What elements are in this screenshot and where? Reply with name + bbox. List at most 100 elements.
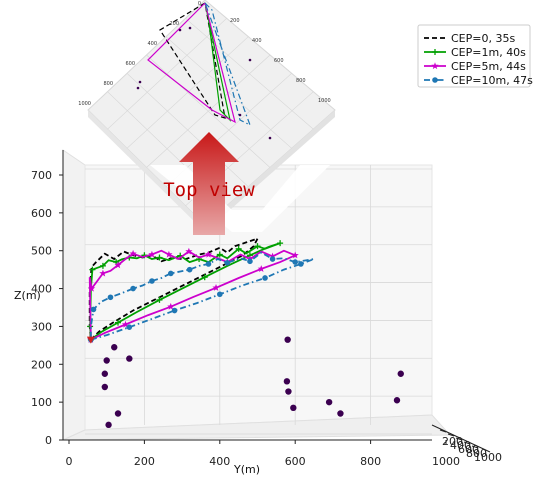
inset-scatter-point xyxy=(188,26,192,30)
star-marker xyxy=(165,250,173,258)
circle-marker xyxy=(90,306,97,313)
circle-marker xyxy=(292,259,299,265)
scatter-point xyxy=(101,383,109,391)
depth-axis-line xyxy=(431,424,491,453)
circle-marker xyxy=(167,270,174,277)
top-view-caption: Top view xyxy=(163,179,255,201)
z-tick-labels: 0 100 200 300 400 500 600 700 xyxy=(31,169,63,447)
series-layer xyxy=(86,237,315,344)
legend-box xyxy=(417,24,531,88)
inset-tick-label: 800 xyxy=(296,78,306,84)
plus-marker xyxy=(99,262,106,269)
y-tick-label: 800 xyxy=(360,455,381,468)
inset-series-line xyxy=(147,2,236,124)
left-pane xyxy=(62,149,86,441)
star-marker xyxy=(204,250,213,258)
circle-marker xyxy=(171,307,178,314)
y-tick-label: 200 xyxy=(134,455,155,468)
star-marker xyxy=(212,284,220,291)
inset-scatter-point xyxy=(178,28,182,32)
gridlines xyxy=(85,165,432,435)
circle-marker xyxy=(126,324,133,330)
scatter-point xyxy=(283,378,291,385)
inset-tick-label: 600 xyxy=(274,58,284,64)
z-tick-label: 500 xyxy=(31,245,52,258)
z-tick-label: 300 xyxy=(31,320,52,333)
plus-marker xyxy=(201,274,208,281)
z-axis-label: Z(m) xyxy=(14,289,41,302)
star-marker xyxy=(269,252,277,260)
circle-marker xyxy=(186,266,193,273)
circle-marker xyxy=(130,285,136,292)
inset-tick-label: 200 xyxy=(230,18,240,24)
inset-series-0 xyxy=(159,2,226,119)
inset-scatter-point xyxy=(268,136,272,140)
scatter-point xyxy=(114,410,122,417)
depth-tick xyxy=(463,441,471,445)
inset-series-line xyxy=(204,2,252,127)
inset-series xyxy=(136,2,272,140)
scatter-point xyxy=(397,370,404,377)
scatter-point xyxy=(285,388,292,395)
plus-marker xyxy=(89,266,96,273)
inset-tick-labels: 0 200 400 600 800 1000 200 400 600 800 1000 xyxy=(78,1,330,107)
inset-edge-left xyxy=(88,110,205,232)
legend-item: CEP=1m, 40s xyxy=(424,46,526,59)
depth-tick-label: 1000 xyxy=(474,451,502,464)
series-line xyxy=(89,242,281,341)
star-marker xyxy=(121,320,130,328)
inset-tick-label: 1000 xyxy=(78,101,91,107)
inset-scatter-point xyxy=(248,58,252,62)
plus-marker xyxy=(235,245,242,252)
x-axis-label: Y(m) xyxy=(233,463,260,476)
plus-marker xyxy=(216,251,223,258)
circle-marker xyxy=(247,258,253,265)
back-pane xyxy=(84,164,433,431)
star-marker xyxy=(88,284,96,292)
scatter-point xyxy=(284,336,291,343)
inset-series-3 xyxy=(204,2,252,127)
scatter-point xyxy=(393,397,401,404)
depth-tick xyxy=(471,445,479,449)
z-tick-label: 600 xyxy=(31,207,52,220)
z-tick-label: 0 xyxy=(45,434,52,447)
depth-tick xyxy=(439,429,447,433)
star-marker xyxy=(185,247,193,255)
star-marker xyxy=(431,62,439,70)
star-marker xyxy=(257,265,265,272)
plus-marker xyxy=(156,254,163,261)
start-marker xyxy=(86,336,95,344)
inset-tick-label: 600 xyxy=(125,61,135,67)
inset-edge-right xyxy=(205,110,335,232)
inset-tick-label: 200 xyxy=(169,21,179,27)
up-arrow-icon xyxy=(179,132,239,235)
inset-scatter-point xyxy=(238,113,242,117)
scatter-point xyxy=(337,410,344,417)
z-tick-label: 100 xyxy=(31,396,52,409)
circle-marker xyxy=(224,260,231,266)
y-tick-label: 0 xyxy=(66,455,73,468)
inset-tick-label: 800 xyxy=(103,81,113,87)
legend-item: CEP=5m, 44s xyxy=(424,60,526,73)
depth-tick xyxy=(455,437,463,441)
star-marker xyxy=(129,249,137,257)
circle-marker xyxy=(432,77,438,83)
legend-label: CEP=5m, 44s xyxy=(451,60,526,73)
scatter-point xyxy=(103,357,110,364)
inset-tick-label: 400 xyxy=(252,38,262,44)
legend-label: CEP=1m, 40s xyxy=(451,46,526,59)
circle-marker xyxy=(149,278,155,284)
depth-tick xyxy=(447,433,455,437)
scatter-point xyxy=(111,344,118,351)
circle-marker xyxy=(217,291,223,298)
inset-scatter-point xyxy=(136,86,140,90)
inset-series-line xyxy=(159,2,226,119)
inset-tick-label: 400 xyxy=(147,41,157,47)
plus-marker xyxy=(254,243,261,250)
circle-marker xyxy=(262,275,268,281)
y-tick-labels: 0 200 400 600 800 1000 xyxy=(66,440,460,468)
star-marker xyxy=(99,269,107,277)
scatter-point xyxy=(290,404,297,412)
top-view-inset: 0 200 400 600 800 1000 200 400 600 800 1000 xyxy=(78,0,336,232)
